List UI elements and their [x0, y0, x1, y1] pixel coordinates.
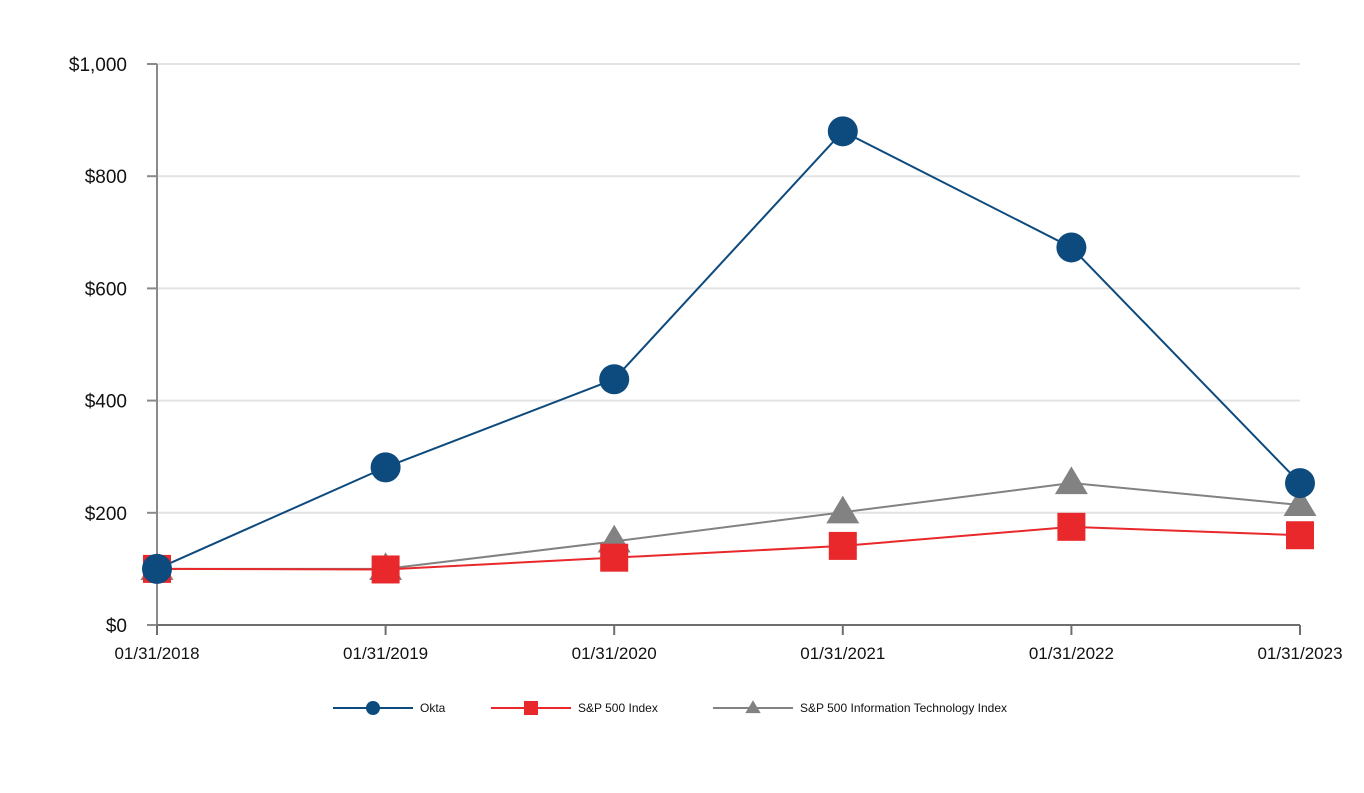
x-tick-label: 01/31/2018 — [114, 644, 199, 663]
legend-label-1: S&P 500 Index — [578, 701, 658, 715]
series-lines — [156, 130, 1301, 571]
series-1-point-5 — [1286, 521, 1314, 550]
y-tick-label: $0 — [106, 616, 127, 637]
series-1-point-1 — [371, 555, 400, 584]
series-1-point-3 — [828, 531, 857, 560]
series-0-point-0 — [142, 553, 172, 584]
legend-marker-0 — [366, 701, 380, 715]
legend-marker-1 — [524, 701, 538, 715]
series-2-point-3 — [826, 495, 860, 524]
series-1-point-4 — [1057, 512, 1086, 541]
legend: Okta S&P 500 Index S&P 500 Information Tec… — [333, 700, 1007, 715]
y-tick-label: $400 — [85, 392, 127, 413]
legend-label-0: Okta — [420, 701, 446, 715]
y-tick-label: $1,000 — [69, 55, 127, 76]
x-tick-label: 01/31/2019 — [343, 644, 428, 663]
series-1-point-2 — [600, 543, 629, 572]
series-0-point-3 — [827, 116, 858, 147]
axes: $0 $200 $400 $600 $800 $1,000 01/31/2018 01/31/… — [69, 55, 1343, 663]
series-0-point-2 — [599, 364, 630, 395]
x-tick-label: 01/31/2023 — [1257, 644, 1342, 663]
x-tick-label: 01/31/2021 — [800, 644, 885, 663]
x-tick-label: 01/31/2020 — [572, 644, 657, 663]
series-2-point-5 — [1283, 488, 1317, 517]
series-0-point-1 — [370, 452, 401, 483]
legend-label-2: S&P 500 Information Technology Index — [800, 701, 1007, 715]
series-line-1 — [156, 525, 1301, 571]
y-tick-label: $800 — [85, 167, 127, 188]
y-tick-label: $200 — [85, 504, 127, 525]
series-line-2 — [157, 482, 1301, 570]
series-2-point-4 — [1054, 466, 1088, 495]
series-markers — [140, 116, 1317, 584]
y-tick-label: $600 — [85, 279, 127, 300]
series-0-point-4 — [1056, 232, 1087, 263]
series-0-point-5 — [1285, 468, 1315, 499]
legend-marker-2 — [745, 700, 761, 714]
x-tick-label: 01/31/2022 — [1029, 644, 1114, 663]
gridlines — [157, 63, 1300, 514]
series-line-0 — [156, 130, 1301, 570]
